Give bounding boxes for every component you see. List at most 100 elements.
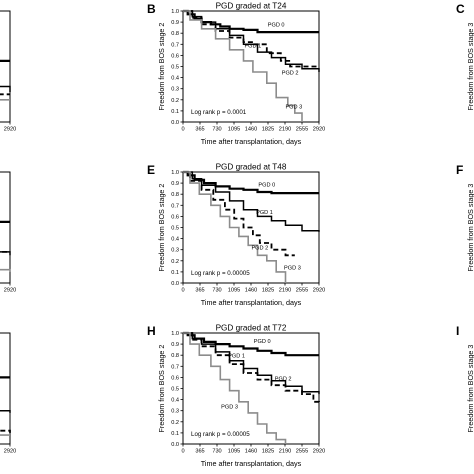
y-tick-label: 0.7 — [171, 364, 179, 370]
pvalue-annotation: Log rank p = 0.00005 — [191, 431, 250, 438]
y-tick-label: 0.9 — [171, 20, 179, 26]
x-tick-label: 1825 — [262, 127, 274, 133]
y-tick-label: 0.9 — [171, 181, 179, 187]
plot-frame — [0, 10, 11, 123]
y-tick-label: 0.8 — [171, 31, 179, 37]
panel-letter: C — [456, 2, 465, 16]
km-curve-pgd-2 — [0, 429, 11, 433]
x-tick-label: 365 — [195, 288, 204, 294]
km-panel-e: 0 365 730 1095 1460 1825 2190 2555 2920 0.0 0.1 0.2… — [147, 163, 325, 308]
panel-letter: F — [456, 163, 463, 177]
y-tick-label: 0.4 — [171, 398, 179, 404]
x-tick-label: 730 — [212, 288, 221, 294]
curve-label: PGD 3 — [221, 404, 238, 410]
y-tick-label: 0.2 — [171, 98, 179, 104]
y-tick-label: 0.2 — [171, 420, 179, 426]
y-axis-title: Freedom from BOS stage 3 — [466, 23, 474, 111]
x-tick-label: 2555 — [296, 449, 308, 455]
y-tick-label: 1.0 — [171, 9, 179, 15]
km-panel-r0c0: 03657301095146018252190255529200.00.10.2… — [0, 10, 16, 133]
y-axis-title: Freedom from BOS stage 2 — [157, 345, 166, 433]
y-axis-title: Freedom from BOS stage 2 — [157, 184, 166, 272]
km-panel-f: 03657301095146018252190255529200.00.10.2… — [456, 163, 474, 271]
x-axis-title: Time after transplantation, days — [201, 459, 302, 468]
x-axis-title: Time after transplantation, days — [201, 298, 302, 307]
km-curve-pgd-2 — [183, 10, 319, 68]
y-tick-label: 0.4 — [171, 237, 179, 243]
plot-frame — [182, 332, 320, 445]
panel-title: PGD graded at T24 — [216, 2, 287, 11]
y-tick-label: 0.0 — [171, 442, 179, 448]
x-tick-label: 365 — [195, 127, 204, 133]
curve-label: PGD 0 — [258, 182, 275, 188]
km-panel-r1c0: 03657301095146018252190255529200.00.10.2… — [0, 171, 16, 294]
x-tick-label: 0 — [181, 288, 184, 294]
km-curve-pgd-1 — [0, 85, 11, 92]
y-tick-label: 0.0 — [171, 281, 179, 287]
km-curve-pgd-2 — [0, 251, 10, 253]
curve-label: PGD 0 — [254, 339, 271, 345]
panel-letter: E — [147, 163, 155, 177]
y-tick-label: 0.3 — [171, 87, 179, 93]
km-curve-pgd-0 — [0, 220, 10, 223]
y-tick-label: 0.5 — [171, 387, 179, 393]
x-tick-label: 1460 — [245, 127, 257, 133]
x-tick-label: 1460 — [245, 288, 257, 294]
km-curve-pgd-2 — [0, 93, 10, 96]
y-axis-title: Freedom from BOS stage 3 — [466, 345, 474, 433]
km-curve-pgd-3 — [0, 434, 10, 436]
x-tick-label: 2190 — [279, 127, 291, 133]
km-panel-b: 0 365 730 1095 1460 1825 2190 2555 2920 0.0 0.1 0.2… — [147, 2, 325, 147]
km-curve-pgd-3 — [183, 171, 287, 283]
y-tick-label: 0.6 — [171, 53, 179, 59]
x-tick-label: 2555 — [296, 127, 308, 133]
y-tick-label: 0.1 — [171, 431, 179, 437]
km-curve-pgd-0 — [0, 376, 10, 379]
y-tick-label: 0.6 — [171, 214, 179, 220]
x-axis-title: Time after transplantation, days — [201, 137, 302, 146]
y-tick-label: 0.0 — [171, 120, 179, 126]
y-tick-label: 1.0 — [171, 170, 179, 176]
km-curve-pgd-2 — [183, 171, 295, 257]
x-tick-label: 2555 — [296, 288, 308, 294]
x-tick-label: 2920 — [4, 127, 16, 133]
curve-label: PGD 3 — [284, 266, 301, 272]
y-tick-label: 0.7 — [171, 42, 179, 48]
x-tick-label: 2190 — [279, 288, 291, 294]
x-tick-label: 1095 — [228, 449, 240, 455]
curve-label: PGD 2 — [251, 246, 268, 252]
y-tick-label: 0.3 — [171, 248, 179, 254]
y-tick-label: 0.8 — [171, 192, 179, 198]
x-tick-label: 0 — [181, 449, 184, 455]
x-tick-label: 1825 — [262, 288, 274, 294]
x-tick-label: 730 — [212, 127, 221, 133]
curve-label: PGD 1 — [244, 44, 261, 50]
pvalue-annotation: Log rank p = 0.00005 — [191, 270, 250, 277]
curve-label: PGD 2 — [275, 377, 292, 383]
km-curve-pgd-1 — [0, 409, 11, 413]
km-curve-pgd-3 — [183, 10, 303, 122]
x-tick-label: 2920 — [4, 288, 16, 294]
km-curve-pgd-3 — [183, 332, 287, 444]
km-curve-pgd-0 — [183, 9, 319, 34]
y-tick-label: 0.1 — [171, 270, 179, 276]
x-tick-label: 0 — [181, 127, 184, 133]
km-panel-h: 0 365 730 1095 1460 1825 2190 2555 2920 0.0 0.1 0.2… — [147, 324, 325, 469]
x-tick-label: 2920 — [313, 288, 325, 294]
panel-title: PGD graded at T48 — [216, 163, 287, 172]
km-curve-pgd-0 — [183, 331, 319, 357]
y-tick-label: 0.8 — [171, 353, 179, 359]
y-tick-label: 0.5 — [171, 65, 179, 71]
x-tick-label: 2920 — [313, 449, 325, 455]
y-axis-title: Freedom from BOS stage 2 — [157, 23, 166, 111]
x-tick-label: 1095 — [228, 288, 240, 294]
y-tick-label: 0.4 — [171, 76, 179, 82]
y-tick-label: 0.6 — [171, 375, 179, 381]
panel-letter: B — [147, 2, 156, 16]
x-tick-label: 1460 — [245, 449, 257, 455]
km-curve-pgd-0 — [0, 59, 10, 62]
y-tick-label: 1.0 — [171, 331, 179, 337]
y-tick-label: 0.9 — [171, 342, 179, 348]
km-panel-r2c0: 03657301095146018252190255529200.00.10.2… — [0, 332, 16, 455]
